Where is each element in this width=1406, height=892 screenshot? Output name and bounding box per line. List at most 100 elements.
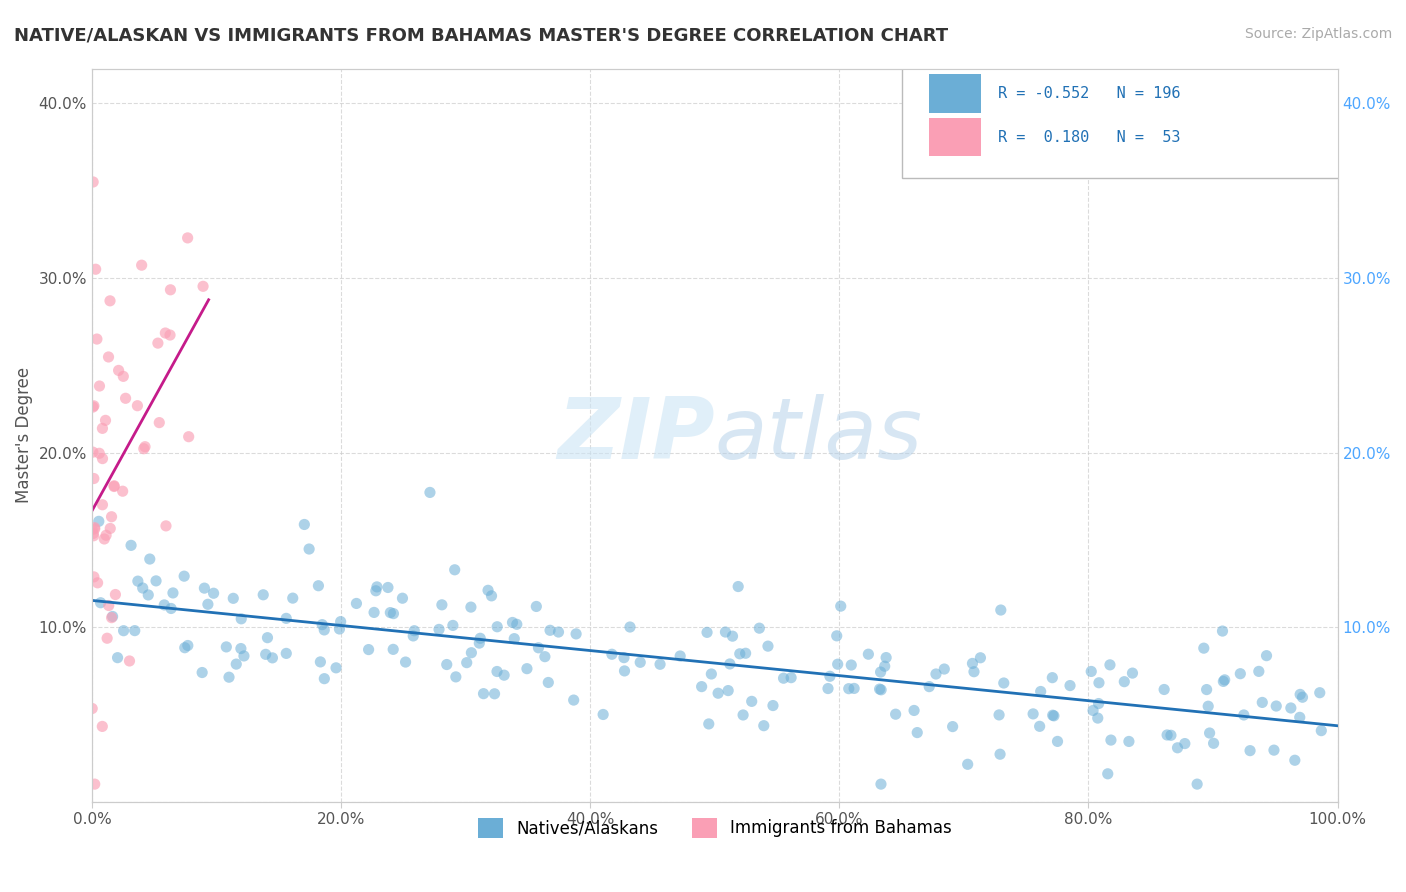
Point bbox=[1081, 703, 1104, 717]
FancyBboxPatch shape bbox=[929, 119, 981, 156]
Point bbox=[1198, 726, 1220, 740]
Point bbox=[502, 615, 524, 630]
Point bbox=[481, 589, 503, 603]
Point bbox=[516, 662, 538, 676]
Point bbox=[131, 258, 153, 272]
Point bbox=[146, 336, 169, 351]
Point bbox=[100, 509, 122, 524]
Point bbox=[918, 680, 941, 694]
Point bbox=[91, 451, 114, 466]
Point bbox=[83, 399, 105, 413]
Point bbox=[104, 587, 127, 601]
Point bbox=[292, 517, 315, 532]
Point bbox=[477, 583, 499, 598]
Point bbox=[93, 532, 115, 546]
Point bbox=[988, 747, 1011, 762]
Point bbox=[82, 175, 104, 189]
Point bbox=[89, 379, 111, 393]
Point bbox=[357, 642, 380, 657]
Point bbox=[394, 655, 416, 669]
Point bbox=[90, 596, 112, 610]
Point bbox=[1121, 666, 1143, 681]
Point bbox=[1247, 665, 1270, 679]
Point bbox=[1043, 709, 1066, 723]
Point bbox=[827, 657, 849, 672]
Point bbox=[741, 694, 763, 708]
Point bbox=[202, 586, 225, 600]
Point bbox=[619, 620, 641, 634]
Point bbox=[818, 669, 841, 683]
Point bbox=[191, 665, 214, 680]
Point bbox=[527, 640, 550, 655]
Point bbox=[311, 617, 333, 632]
Point bbox=[727, 580, 749, 594]
Point bbox=[1059, 679, 1081, 693]
Point bbox=[443, 563, 465, 577]
Point bbox=[402, 629, 425, 643]
Point bbox=[963, 665, 986, 679]
Point bbox=[94, 413, 117, 427]
Point bbox=[225, 657, 247, 672]
Point bbox=[83, 520, 105, 534]
Point bbox=[748, 621, 770, 635]
Point bbox=[120, 538, 142, 552]
Point bbox=[1239, 744, 1261, 758]
Point bbox=[380, 606, 402, 620]
Legend: Natives/Alaskans, Immigrants from Bahamas: Natives/Alaskans, Immigrants from Bahama… bbox=[471, 811, 959, 845]
Point bbox=[993, 676, 1015, 690]
Point bbox=[905, 725, 928, 739]
Point bbox=[127, 574, 149, 589]
Point bbox=[734, 646, 756, 660]
Point bbox=[728, 647, 751, 661]
Point bbox=[82, 526, 104, 541]
Point bbox=[669, 648, 692, 663]
Point bbox=[884, 707, 907, 722]
Point bbox=[839, 658, 862, 673]
Point bbox=[262, 651, 284, 665]
Point bbox=[229, 641, 252, 656]
Point bbox=[86, 332, 108, 346]
Point bbox=[276, 647, 298, 661]
Point bbox=[988, 707, 1011, 722]
Point bbox=[441, 618, 464, 632]
Point bbox=[153, 598, 176, 612]
Point bbox=[934, 662, 956, 676]
Point bbox=[427, 623, 450, 637]
Point bbox=[96, 632, 118, 646]
Point bbox=[281, 591, 304, 606]
Point bbox=[134, 440, 156, 454]
Point bbox=[346, 597, 368, 611]
Point bbox=[218, 670, 240, 684]
Point bbox=[869, 682, 891, 697]
Point bbox=[86, 575, 108, 590]
Point bbox=[89, 446, 111, 460]
Point bbox=[1153, 682, 1175, 697]
Point bbox=[697, 717, 720, 731]
Point bbox=[309, 655, 332, 669]
Point bbox=[538, 624, 561, 638]
FancyBboxPatch shape bbox=[929, 74, 981, 112]
Point bbox=[696, 625, 718, 640]
Point bbox=[1040, 671, 1063, 685]
Point bbox=[222, 591, 245, 606]
Point bbox=[111, 484, 134, 499]
Point bbox=[314, 672, 336, 686]
Point bbox=[707, 686, 730, 700]
Point bbox=[1087, 697, 1109, 711]
Point bbox=[870, 777, 893, 791]
Point bbox=[1310, 723, 1333, 738]
Point bbox=[118, 654, 141, 668]
Point bbox=[772, 671, 794, 685]
Point bbox=[83, 529, 105, 543]
Point bbox=[94, 528, 117, 542]
Point bbox=[830, 599, 852, 614]
Point bbox=[364, 583, 387, 598]
Point bbox=[101, 609, 124, 624]
Point bbox=[404, 624, 426, 638]
Point bbox=[298, 541, 321, 556]
Point bbox=[873, 659, 896, 673]
Point bbox=[1263, 743, 1285, 757]
Point bbox=[1291, 690, 1313, 705]
Point bbox=[870, 682, 893, 697]
Point bbox=[1229, 666, 1251, 681]
